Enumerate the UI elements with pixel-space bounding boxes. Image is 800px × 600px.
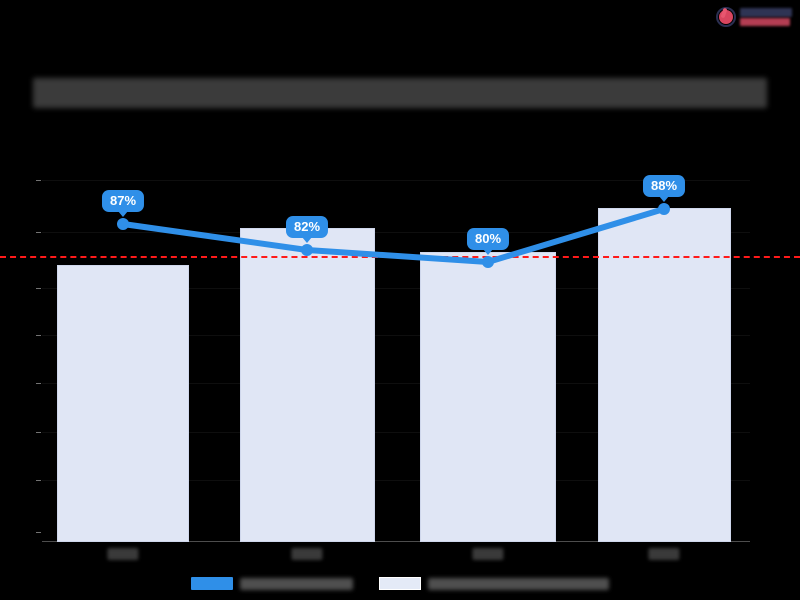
y-axis-tick-mark xyxy=(36,288,41,289)
legend-item-bar[interactable]: ████████████████ xyxy=(378,577,610,590)
plot-area: ████ ████ ████ ████ ████ ████ ████ ███ █… xyxy=(0,175,800,560)
bar-series-item[interactable] xyxy=(57,265,189,542)
data-label: 80% xyxy=(466,228,510,250)
gridline xyxy=(42,480,750,481)
gridline xyxy=(42,383,750,384)
x-axis-category-label: ████ xyxy=(472,548,504,561)
gridline xyxy=(42,432,750,433)
brand-logo xyxy=(716,4,792,30)
gridline xyxy=(42,335,750,336)
logo-wordmark xyxy=(740,8,792,26)
legend-label: ████████████████ xyxy=(427,577,610,590)
bar-series-item[interactable] xyxy=(598,208,731,542)
legend-swatch-bar-icon xyxy=(378,577,421,590)
y-axis-tick-mark xyxy=(36,232,41,233)
data-label: 88% xyxy=(642,175,686,197)
x-axis-category-label: ████ xyxy=(291,548,323,561)
reference-line xyxy=(0,256,800,258)
y-axis-tick-mark xyxy=(36,383,41,384)
logo-wordmark-line-2 xyxy=(740,18,790,26)
x-axis-category-label: ████ xyxy=(107,548,139,561)
bar-series-item[interactable] xyxy=(240,228,375,542)
y-axis-tick-mark xyxy=(36,432,41,433)
data-label: 82% xyxy=(285,216,329,238)
y-axis-tick-mark xyxy=(36,335,41,336)
legend-label: ██████████ xyxy=(239,577,353,590)
chart-title-text: ███████ ████████ ██████████ ████ ███████… xyxy=(33,78,767,108)
chart-title: ███████ ████████ ██████████ ████ ███████… xyxy=(0,78,800,108)
logo-mark-icon xyxy=(716,7,736,27)
gridline xyxy=(42,180,750,181)
x-axis-line xyxy=(42,541,750,542)
logo-wordmark-line-1 xyxy=(740,8,792,17)
bar-series-item[interactable] xyxy=(420,252,556,542)
chart-legend: ██████████ ████████████████ xyxy=(0,577,800,590)
y-axis-tick-mark xyxy=(36,480,41,481)
gridline xyxy=(42,288,750,289)
line-series-marker[interactable] xyxy=(117,218,129,230)
x-axis-category-label: ████ xyxy=(648,548,680,561)
y-axis-tick-mark xyxy=(36,180,41,181)
legend-item-line[interactable]: ██████████ xyxy=(190,577,353,590)
legend-swatch-line-icon xyxy=(190,577,233,590)
y-axis-tick-mark xyxy=(36,532,41,533)
line-series-path xyxy=(120,206,667,265)
data-label: 87% xyxy=(101,190,145,212)
